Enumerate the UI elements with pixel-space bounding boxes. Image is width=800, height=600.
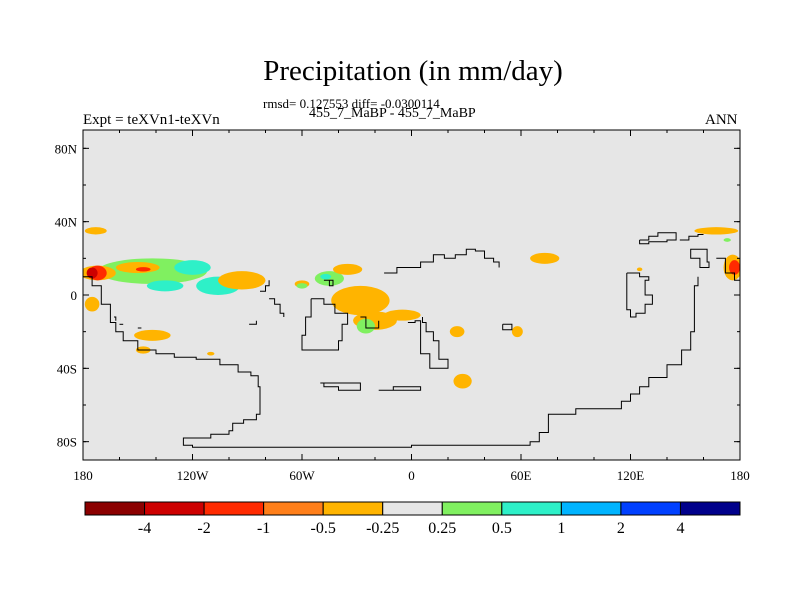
anomaly-patch — [384, 309, 421, 321]
coastline — [83, 276, 699, 448]
coastline — [502, 323, 513, 331]
map-background — [83, 130, 740, 460]
anomaly-patch — [453, 373, 472, 389]
colorbar: -4 -2 -1 -0.5 -0.25 0.25 0.5 1 2 4 — [84, 501, 741, 537]
anomaly-patch — [86, 267, 98, 279]
y-axis: 80N 40N 0 40S 80S — [55, 141, 740, 450]
x-tick-label: 60W — [289, 468, 315, 483]
coastline — [114, 316, 117, 321]
x-tick-label: 120W — [177, 468, 210, 483]
colorbar-swatch — [263, 501, 324, 516]
y-tick-label: 80S — [57, 435, 77, 450]
anomaly-patch — [84, 227, 107, 235]
coastline — [407, 317, 449, 369]
anomaly-patch — [636, 267, 643, 272]
anomaly-patch — [115, 262, 160, 273]
coastline — [626, 272, 653, 318]
coastline — [384, 248, 500, 274]
coastline — [260, 280, 270, 292]
colorbar-label: -0.25 — [366, 520, 399, 537]
anomaly-patch — [135, 267, 151, 272]
anomaly-layer — [83, 227, 740, 389]
coastline — [323, 279, 334, 287]
y-tick-label: 40S — [57, 361, 77, 376]
anomaly-patch — [331, 285, 390, 316]
anomaly-patch — [511, 326, 523, 338]
coastline — [301, 298, 349, 351]
coastline — [269, 298, 285, 317]
x-tick-label: 0 — [408, 468, 415, 483]
anomaly-patch — [207, 351, 215, 356]
x-tick-label: 120E — [617, 468, 645, 483]
anomaly-patch — [333, 263, 363, 275]
y-tick-label: 80N — [55, 141, 78, 156]
anomaly-patch — [146, 280, 184, 292]
colorbar-swatch — [441, 501, 503, 516]
coastline — [378, 386, 422, 391]
colorbar-swatch — [203, 501, 265, 516]
anomaly-patch — [723, 238, 731, 242]
anomaly-patch — [134, 329, 171, 341]
y-tick-label: 40N — [55, 215, 78, 230]
coastline — [320, 382, 361, 391]
anomaly-patch — [174, 260, 211, 275]
colorbar-swatch — [679, 501, 741, 516]
colorbar-swatch — [382, 501, 443, 516]
colorbar-swatch — [560, 501, 622, 516]
colorbar-label: -1 — [257, 520, 270, 537]
anomaly-patch — [84, 296, 100, 312]
coastline — [690, 248, 710, 268]
colorbar-label: -2 — [197, 520, 210, 537]
colorbar-swatch — [144, 501, 205, 516]
coastline — [679, 234, 704, 241]
x-tick-label: 180 — [73, 468, 93, 483]
colorbar-swatch — [620, 501, 681, 516]
anomaly-patch — [729, 260, 740, 275]
coastline — [249, 320, 257, 325]
anomaly-patch — [320, 273, 332, 280]
anomaly-patch — [218, 271, 266, 290]
chart-title: Precipitation (in mm/day) — [263, 55, 563, 87]
anomaly-patch — [449, 326, 465, 338]
colorbar-label: -4 — [138, 520, 151, 537]
rmsd-diff-stats: rmsd= 0.127553 diff= -0.0300114 — [263, 96, 440, 111]
anomaly-patch — [694, 227, 739, 235]
colorbar-swatch — [501, 501, 562, 516]
colorbar-label: 0.5 — [492, 520, 512, 537]
colorbar-swatch — [322, 501, 384, 516]
coastline — [639, 232, 677, 245]
x-tick-label: 180 — [730, 468, 750, 483]
colorbar-label: 2 — [617, 520, 625, 537]
season-label: ANN — [705, 112, 738, 128]
y-tick-label: 0 — [71, 288, 78, 303]
anomaly-patch — [296, 283, 308, 289]
x-axis: 180 120W 60W 0 60E 120E 180 — [73, 130, 750, 483]
chart-subtitle: 455_7_MaBP - 455_7_MaBP — [309, 106, 476, 121]
colorbar-label: 1 — [557, 520, 565, 537]
colorbar-swatch — [84, 501, 146, 516]
experiment-label: Expt = teXVn1-teXVn — [83, 112, 220, 128]
coastline — [360, 316, 380, 329]
coastline — [716, 257, 740, 284]
coastline-layer — [83, 232, 740, 448]
colorbar-label: 0.25 — [428, 520, 456, 537]
colorbar-label: -0.5 — [311, 520, 336, 537]
colorbar-label: 4 — [676, 520, 684, 537]
anomaly-patch — [530, 252, 560, 264]
x-tick-label: 60E — [511, 468, 532, 483]
